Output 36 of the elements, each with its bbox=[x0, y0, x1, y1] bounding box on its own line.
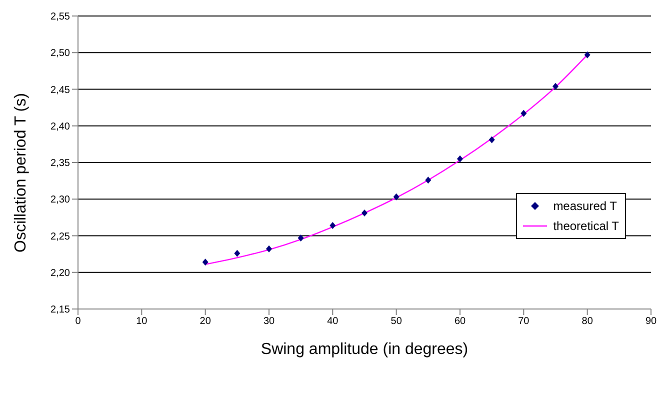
x-tick-label: 30 bbox=[263, 316, 275, 328]
y-tick-label: 2,30 bbox=[50, 194, 70, 206]
x-tick-label: 80 bbox=[582, 316, 594, 328]
x-tick-label: 60 bbox=[454, 316, 466, 328]
point bbox=[552, 82, 558, 90]
y-tick-label: 2,20 bbox=[50, 268, 70, 279]
x-tick-label: 40 bbox=[327, 316, 339, 328]
x-tick-label: 20 bbox=[200, 316, 212, 328]
x-tick-label: 70 bbox=[518, 316, 530, 328]
y-tick-label: 2,55 bbox=[50, 12, 70, 23]
point bbox=[425, 176, 432, 184]
legend-label: measured T bbox=[553, 199, 617, 213]
point bbox=[457, 155, 463, 162]
y-tick-label: 2,35 bbox=[50, 158, 70, 170]
legend-label: theoretical T bbox=[553, 219, 619, 233]
y-tick-label: 2,50 bbox=[50, 48, 70, 60]
point bbox=[266, 245, 272, 252]
point bbox=[393, 193, 400, 200]
x-tick-label: 50 bbox=[390, 316, 402, 328]
y-tick-label: 2,40 bbox=[50, 121, 70, 132]
point bbox=[330, 222, 336, 229]
point bbox=[234, 250, 240, 257]
y-tick-label: 2,25 bbox=[50, 231, 70, 242]
x-tick-label: 10 bbox=[136, 316, 148, 328]
x-tick-label: 90 bbox=[645, 316, 657, 328]
x-axis-title: Swing amplitude (in degrees) bbox=[260, 341, 468, 358]
point bbox=[202, 258, 208, 266]
point bbox=[362, 210, 368, 217]
y-tick-label: 2,45 bbox=[50, 84, 70, 96]
y-axis-title: Oscillation period T (s) bbox=[12, 93, 30, 252]
point bbox=[520, 110, 527, 117]
point bbox=[584, 51, 590, 58]
point bbox=[488, 136, 495, 144]
x-tick-label: 0 bbox=[75, 316, 82, 328]
y-tick-label: 2,15 bbox=[50, 304, 70, 316]
point bbox=[298, 234, 304, 242]
